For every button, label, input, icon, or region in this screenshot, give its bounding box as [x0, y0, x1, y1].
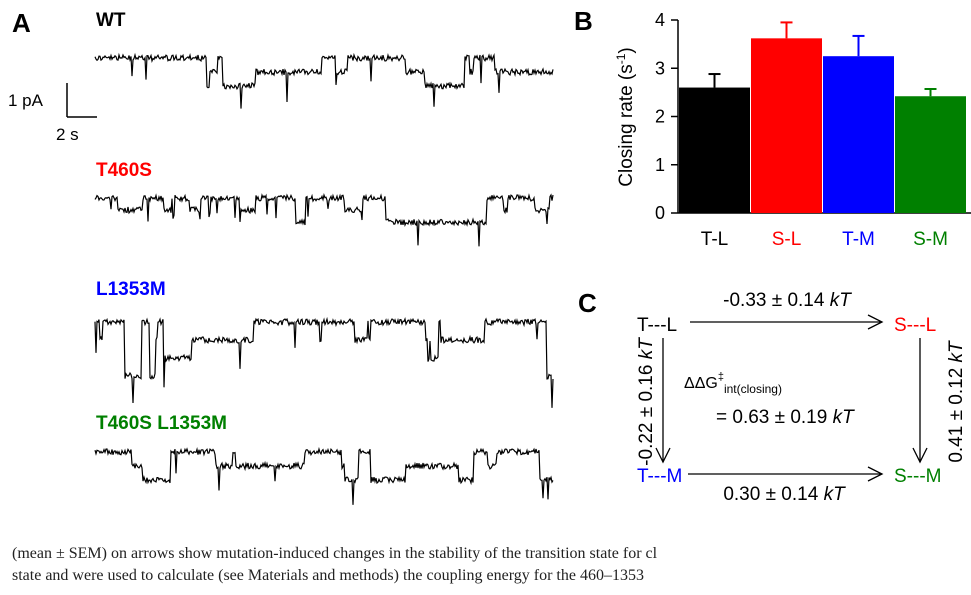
- panel-c-letter: C: [578, 288, 597, 318]
- scale-current-label: 1 pA: [8, 91, 44, 110]
- node-s-l: S---L: [894, 315, 936, 336]
- arrow-top-head: [867, 314, 884, 330]
- arrow-left-head: [655, 447, 671, 464]
- arrow-bottom-head: [867, 466, 884, 482]
- chart-y-tick-label: 0: [655, 203, 665, 223]
- chart-y-tick-label: 1: [655, 155, 665, 175]
- coupling-energy-value: = 0.63 ± 0.19 kT: [716, 407, 855, 428]
- bottom-arrow-value: 0.30 ± 0.14 kT: [723, 484, 846, 505]
- chart-y-axis-label: Closing rate (s-1): [614, 47, 637, 187]
- trace-label-wt: WT: [96, 10, 126, 31]
- thermodynamic-cycle: T---L S---L T---M S---M -0.33 ± 0.14 kT …: [636, 290, 967, 505]
- x-tick-label: S-M: [913, 229, 948, 250]
- left-arrow-value: -0.22 ± 0.16 kT: [636, 337, 657, 466]
- x-tick-label: T-M: [842, 229, 875, 250]
- current-trace-l1353m: [94, 316, 554, 408]
- arrow-right-head: [912, 447, 928, 464]
- current-trace-double-mutant: [94, 446, 554, 505]
- node-t-l: T---L: [637, 315, 677, 336]
- caption-line-2: state and were used to calculate (see Ma…: [12, 567, 644, 584]
- chart-y-tick-label: 3: [655, 58, 665, 78]
- x-tick-label: T-L: [701, 229, 728, 250]
- trace-label-double-mutant: T460S L1353M: [96, 413, 227, 434]
- figure-canvas: 1 pA 2 s B 0 1 2 3 4 T-L S-L T-M S-M Closing rat…: [8, 6, 971, 505]
- current-trace-wt: [94, 52, 554, 109]
- panel-b-letter: B: [574, 6, 593, 36]
- scale-time-label: 2 s: [56, 125, 79, 144]
- scale-bar: 1 pA 2 s: [8, 83, 97, 144]
- bar-s-l: [751, 38, 822, 214]
- chart-y-tick-label: 4: [655, 10, 665, 30]
- caption-line-1: (mean ± SEM) on arrows show mutation-ind…: [12, 545, 658, 562]
- x-tick-label: S-L: [772, 229, 802, 250]
- bar-s-m: [895, 96, 966, 213]
- top-arrow-value: -0.33 ± 0.14 kT: [723, 290, 852, 311]
- right-arrow-value: 0.41 ± 0.12 kT: [946, 340, 967, 463]
- closing-rate-chart: 0 1 2 3 4 T-L S-L T-M S-M: [655, 10, 971, 250]
- trace-label-l1353m: L1353M: [96, 279, 166, 300]
- chart-y-tick-label: 2: [655, 107, 665, 127]
- trace-label-t460s: T460S: [96, 160, 152, 181]
- bar-t-m: [823, 56, 894, 213]
- node-t-m: T---M: [637, 466, 682, 487]
- current-trace-t460s: [94, 193, 554, 247]
- coupling-energy-symbol: ΔΔG‡int(closing): [684, 371, 782, 396]
- panel-a-letter: A: [12, 8, 31, 38]
- bar-t-l: [679, 87, 750, 213]
- node-s-m: S---M: [894, 466, 941, 487]
